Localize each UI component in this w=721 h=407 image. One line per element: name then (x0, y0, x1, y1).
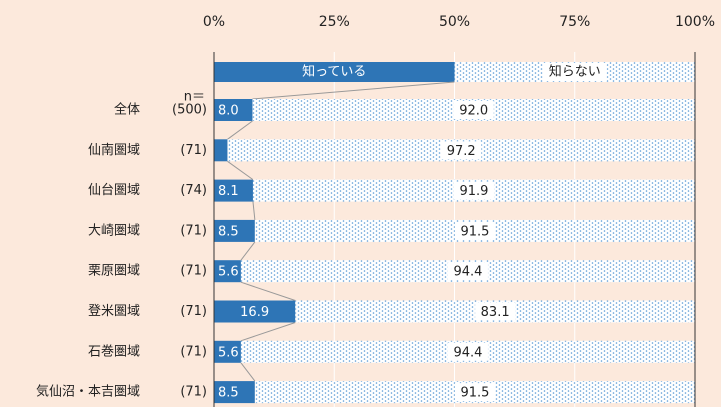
connector-line (240, 362, 256, 382)
connector-line (227, 120, 253, 140)
category-label: 栗原圏域 (88, 264, 140, 279)
n-header: n＝ (184, 90, 205, 105)
legend-label-bg (542, 63, 607, 81)
value-label: 8.5 (218, 224, 239, 239)
bar (214, 381, 255, 404)
value-label: 91.5 (460, 386, 489, 401)
value-label-bg (447, 262, 488, 281)
value-label-bg (454, 221, 495, 240)
category-label: 石巻圏域 (88, 344, 140, 359)
connector-line (252, 81, 455, 100)
value-label: 5.6 (218, 265, 239, 280)
category-label: 全体 (114, 102, 140, 118)
connector-line (240, 281, 296, 301)
legend-label: 知っている (302, 64, 366, 80)
category-label: 登米圏域 (88, 304, 140, 319)
value-label-bg (454, 383, 495, 402)
value-label: 8.5 (218, 386, 239, 401)
n-label: (500) (172, 103, 207, 118)
value-label: 16.9 (240, 305, 269, 320)
n-label: (71) (180, 304, 207, 319)
bar (214, 340, 241, 363)
n-label: (71) (180, 344, 207, 359)
bar (214, 300, 296, 323)
value-label: 83.1 (481, 305, 510, 320)
n-label: (71) (180, 264, 207, 279)
n-label: (74) (180, 183, 207, 198)
n-label: (71) (180, 385, 207, 400)
n-label: (71) (180, 143, 207, 158)
legend-swatch (214, 62, 455, 82)
value-label: 97.2 (447, 144, 476, 159)
x-tick-label: 75% (559, 14, 590, 30)
x-tick-label: 25% (319, 14, 350, 30)
legend-label: 知らない (549, 64, 601, 80)
bar (214, 260, 241, 283)
connector-line (240, 241, 256, 261)
value-label: 5.6 (218, 345, 239, 360)
category-label: 仙台圏域 (88, 183, 140, 198)
value-label: 8.1 (218, 184, 239, 199)
connector-line (240, 322, 296, 342)
bar (214, 139, 228, 162)
value-label: 91.5 (460, 224, 489, 239)
value-label-bg (441, 141, 482, 160)
connector-line (252, 201, 256, 220)
bar (214, 99, 253, 121)
bar (214, 179, 253, 202)
value-label: 94.4 (453, 265, 482, 280)
value-label-bg (447, 342, 488, 361)
connector-line (227, 160, 254, 181)
value-label: 94.4 (453, 345, 482, 360)
value-label-bg (453, 101, 494, 119)
category-label: 大崎圏域 (88, 223, 140, 238)
value-label-bg (475, 302, 516, 321)
x-tick-label: 100% (675, 14, 715, 30)
category-label: 仙南圏域 (88, 142, 140, 158)
value-label: 8.0 (218, 104, 239, 119)
value-label: 91.9 (460, 184, 489, 199)
bar (214, 219, 255, 242)
value-label-bg (453, 181, 494, 200)
n-label: (71) (180, 223, 207, 238)
category-label: 気仙沼・本吉圏域 (36, 384, 140, 400)
x-tick-label: 50% (439, 14, 470, 30)
value-label: 92.0 (459, 104, 488, 119)
x-tick-label: 0% (203, 14, 225, 30)
